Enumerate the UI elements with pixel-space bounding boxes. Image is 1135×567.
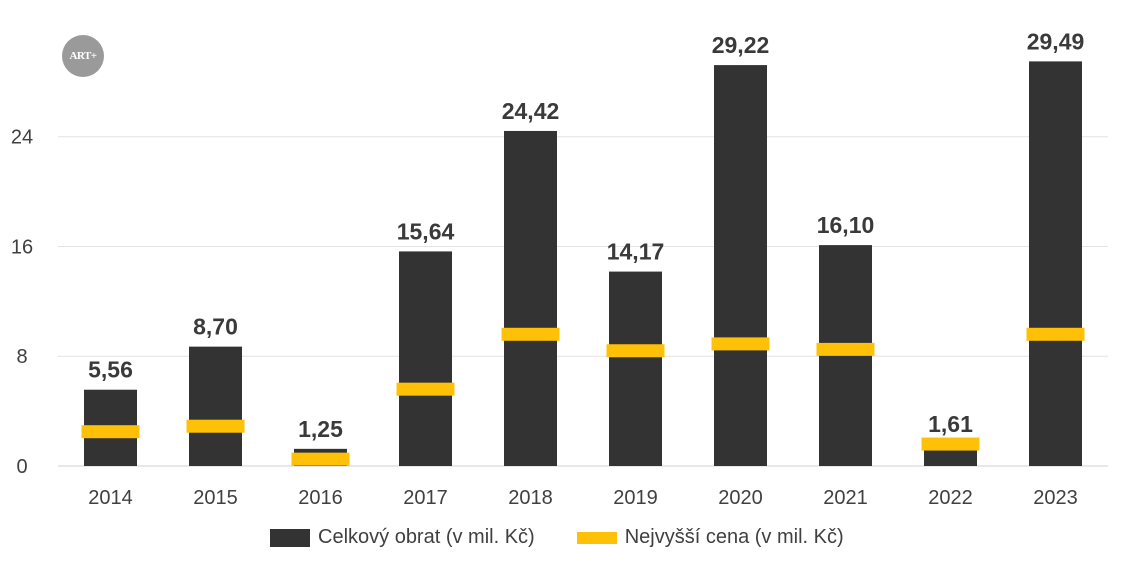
x-tick-label: 2017: [403, 487, 448, 509]
x-tick-label: 2016: [298, 487, 343, 509]
legend-label-max: Nejvyšší cena (v mil. Kč): [624, 526, 844, 548]
y-tick-label: 24: [11, 127, 33, 149]
data-label-2022: 1,61: [928, 411, 973, 437]
x-tick-label: 2021: [823, 487, 868, 509]
bar-2017: [399, 251, 452, 466]
y-tick-label: 16: [11, 236, 33, 258]
data-label-2016: 1,25: [298, 416, 343, 442]
max-marker-2022: [921, 437, 980, 451]
x-tick-label: 2014: [88, 487, 133, 509]
bar-2020: [714, 65, 767, 467]
bar-2019: [609, 271, 662, 466]
max-marker-2017: [396, 382, 455, 396]
max-marker-2016: [291, 452, 350, 466]
x-tick-label: 2015: [193, 487, 238, 509]
x-tick-label: 2018: [508, 487, 553, 509]
y-tick-label: 8: [16, 346, 27, 368]
data-label-2018: 24,42: [502, 98, 560, 124]
legend: Celkový obrat (v mil. Kč) Nejvyšší cena …: [270, 526, 844, 549]
y-tick-label: 0: [16, 456, 27, 478]
bar-2015: [189, 346, 242, 466]
max-marker-2015: [186, 419, 245, 433]
bar-2018: [504, 130, 557, 467]
max-marker-2018: [501, 327, 560, 341]
data-label-2014: 5,56: [88, 357, 133, 383]
x-tick-label: 2020: [718, 487, 763, 509]
legend-label-obrat: Celkový obrat (v mil. Kč): [318, 526, 535, 548]
bar-2023: [1029, 61, 1082, 466]
art-plus-logo: ART+: [62, 35, 104, 77]
x-tick-label: 2022: [928, 487, 973, 509]
max-marker-2021: [816, 342, 875, 356]
x-tick-label: 2019: [613, 487, 658, 509]
data-label-2015: 8,70: [193, 314, 238, 340]
max-marker-2019: [606, 344, 665, 358]
legend-swatch-obrat: [270, 528, 310, 547]
max-marker-2014: [81, 425, 140, 439]
data-label-2023: 29,49: [1027, 28, 1085, 54]
data-label-2021: 16,10: [817, 212, 875, 238]
data-label-2020: 29,22: [712, 32, 770, 58]
max-marker-2023: [1026, 327, 1085, 341]
data-label-2017: 15,64: [397, 218, 455, 244]
data-label-2019: 14,17: [607, 239, 665, 265]
x-tick-label: 2023: [1033, 487, 1078, 509]
max-marker-2020: [711, 337, 770, 351]
legend-swatch-max: [576, 531, 617, 544]
